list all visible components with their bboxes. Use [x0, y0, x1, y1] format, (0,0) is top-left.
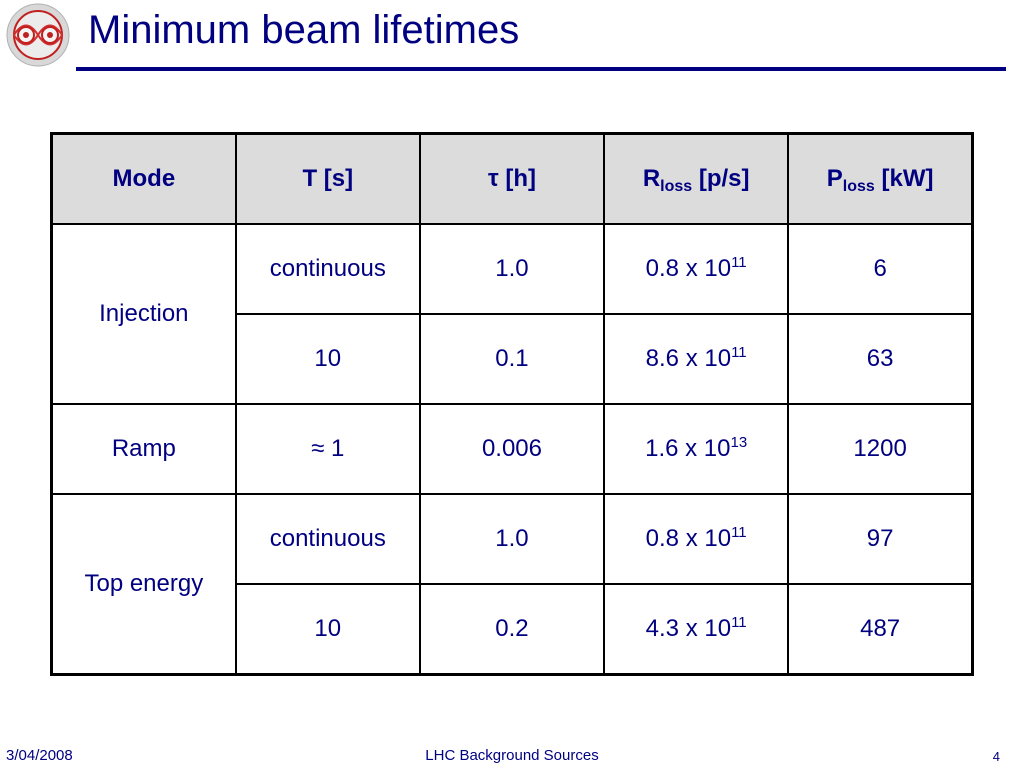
- tau-cell: 0.1: [418, 313, 606, 405]
- page-number: 4: [992, 749, 1000, 764]
- title-underline: [76, 67, 1006, 71]
- tau-cell: 1.0: [418, 223, 606, 315]
- t-cell: continuous: [234, 493, 421, 585]
- ploss-cell: 6: [787, 223, 974, 315]
- table-row: 10 0.2 4.3 x 1011 487: [52, 583, 974, 676]
- header-t: T [s]: [234, 132, 421, 225]
- rloss-cell: 0.8 x 1011: [603, 223, 790, 315]
- lhc-magnet-logo-icon: [6, 3, 70, 67]
- t-cell: continuous: [234, 223, 421, 315]
- t-cell: 10: [234, 583, 421, 676]
- table-row: Top energy continuous 1.0 0.8 x 1011 97: [50, 493, 974, 676]
- table-header-row: Mode T [s] τ [h] Rloss [p/s] Ploss [kW]: [50, 132, 974, 225]
- tau-cell: 1.0: [418, 493, 606, 585]
- header-tau: τ [h]: [418, 132, 606, 225]
- tau-cell: 0.2: [418, 583, 606, 676]
- ploss-cell: 487: [787, 583, 974, 676]
- ploss-cell: 1200: [787, 403, 974, 495]
- table-row: Ramp ≈ 1 0.006 1.6 x 1013 1200: [50, 403, 974, 495]
- footer-date: 3/04/2008: [6, 747, 73, 764]
- table-row: Injection continuous 1.0 0.8 x 1011 6: [50, 223, 974, 405]
- t-cell: ≈ 1: [234, 403, 421, 495]
- mode-cell-top-energy: Top energy: [50, 493, 237, 676]
- mode-cell-injection: Injection: [50, 223, 237, 405]
- t-cell: 10: [234, 313, 421, 405]
- mode-cell-ramp: Ramp: [50, 403, 237, 495]
- tau-cell: 0.006: [418, 403, 606, 495]
- lifetime-table: Mode T [s] τ [h] Rloss [p/s] Ploss [kW] …: [50, 132, 974, 676]
- rloss-cell: 1.6 x 1013: [603, 403, 790, 495]
- footer-title: LHC Background Sources: [425, 747, 599, 764]
- rloss-cell: 8.6 x 1011: [603, 313, 790, 405]
- rloss-cell: 0.8 x 1011: [603, 493, 790, 585]
- slide-title: Minimum beam lifetimes: [88, 8, 520, 52]
- header-mode: Mode: [50, 132, 237, 225]
- rloss-cell: 4.3 x 1011: [603, 583, 790, 676]
- header-rloss: Rloss [p/s]: [603, 132, 790, 225]
- ploss-cell: 97: [787, 493, 974, 585]
- header-ploss: Ploss [kW]: [787, 132, 974, 225]
- table-row: 10 0.1 8.6 x 1011 63: [52, 313, 974, 405]
- ploss-cell: 63: [787, 313, 974, 405]
